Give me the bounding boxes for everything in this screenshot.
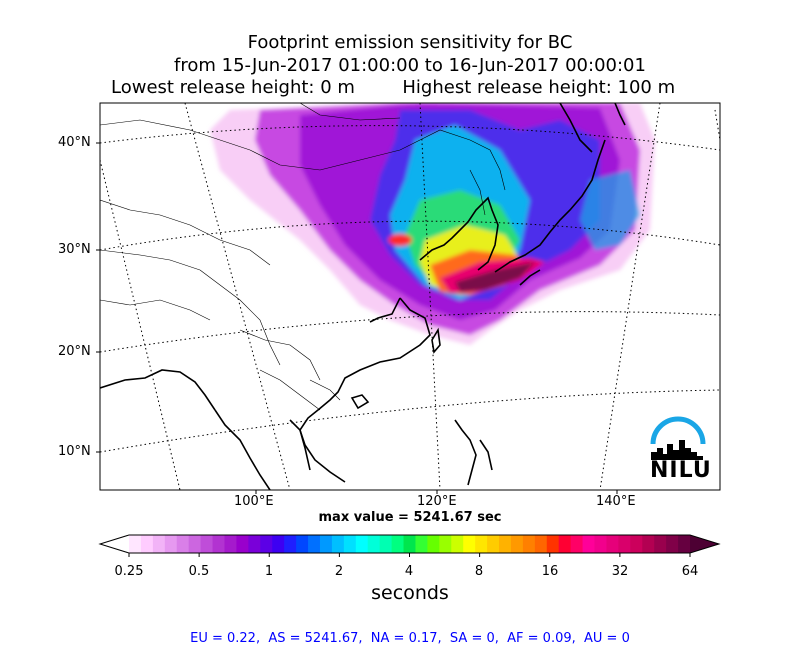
- colorbar-segment: [403, 535, 416, 553]
- colorbar-segment: [152, 535, 166, 553]
- colorbar-segment: [570, 535, 584, 553]
- lat-label-40n: 40°N: [58, 135, 91, 150]
- colorbar-segment: [522, 535, 536, 553]
- colorbar-segment: [427, 535, 440, 553]
- colorbar-unit: seconds: [371, 582, 449, 604]
- colorbar-segment: [439, 535, 452, 553]
- colorbar-segment: [451, 535, 464, 553]
- colorbar-segment: [140, 535, 154, 553]
- lat-label-10n: 10°N: [58, 444, 91, 459]
- colorbar-segment: [534, 535, 548, 553]
- title-line-1: Footprint emission sensitivity for BC: [247, 32, 573, 53]
- colorbar-segment: [236, 535, 249, 553]
- colorbar-segment: [308, 535, 321, 553]
- colorbar-segment: [666, 535, 679, 553]
- highest-release-height: Highest release height: 100 m: [402, 77, 676, 98]
- title-line-3: Lowest release height: 0 m Highest relea…: [111, 77, 675, 99]
- colorbar-segment: [510, 535, 524, 553]
- colorbar-segment: [642, 535, 655, 553]
- colorbar-segment: [248, 535, 261, 553]
- colorbar-segment: [296, 535, 309, 553]
- colorbar-segment: [487, 535, 500, 553]
- colorbar-segment: [129, 535, 142, 553]
- colorbar-segment: [284, 535, 297, 553]
- colorbar-segment: [272, 535, 285, 553]
- region-summary: EU = 0.22, AS = 5241.67, NA = 0.17, SA =…: [190, 631, 630, 646]
- coastlines: [100, 103, 626, 490]
- colorbar-tick: 0.25: [114, 564, 144, 579]
- colorbar-segment: [319, 535, 333, 553]
- colorbar-segment: [212, 535, 225, 553]
- lat-label-20n: 20°N: [58, 344, 91, 359]
- colorbar-tick: 32: [611, 564, 629, 579]
- nilu-logo: [650, 416, 706, 460]
- colorbar-tick: 2: [334, 564, 344, 579]
- colorbar-segment: [606, 535, 619, 553]
- lowest-release-height: Lowest release height: 0 m: [111, 77, 355, 98]
- nilu-logo-text: NILU: [650, 458, 712, 483]
- colorbar-tick: 16: [541, 564, 559, 579]
- colorbar-segment: [367, 535, 381, 553]
- colorbar-segment: [678, 535, 691, 553]
- colorbar-segment: [546, 535, 560, 553]
- colorbar-segment: [200, 535, 214, 553]
- lon-label-140e: 140°E: [596, 494, 636, 509]
- colorbar-segment: [654, 535, 667, 553]
- lon-label-120e: 120°E: [417, 494, 457, 509]
- title-line-2: from 15-Jun-2017 01:00:00 to 16-Jun-2017…: [174, 55, 646, 76]
- colorbar-tick: 8: [474, 564, 484, 579]
- colorbar-segment: [415, 535, 428, 553]
- colorbar-segment: [499, 535, 512, 553]
- colorbar-segment: [618, 535, 631, 553]
- lat-label-30n: 30°N: [58, 242, 91, 257]
- colorbar-segment: [582, 535, 596, 553]
- colorbar-tick: 4: [404, 564, 414, 579]
- colorbar-segment: [224, 535, 237, 553]
- colorbar-tick: 0.5: [188, 564, 210, 579]
- lon-label-100e: 100°E: [234, 494, 274, 509]
- colorbar-segment: [176, 535, 190, 553]
- colorbar-tick: 64: [681, 564, 699, 579]
- max-value: max value = 5241.67 sec: [318, 510, 502, 525]
- colorbar-segment: [164, 535, 178, 553]
- colorbar-segment: [558, 535, 572, 553]
- colorbar-segment: [630, 535, 643, 553]
- colorbar-min-extend: [100, 535, 129, 553]
- colorbar-segment: [594, 535, 607, 553]
- colorbar-segment: [463, 535, 476, 553]
- colorbar-segment: [379, 535, 393, 553]
- colorbar-segment: [260, 535, 273, 553]
- colorbar-segment: [331, 535, 345, 553]
- colorbar-segment: [188, 535, 202, 553]
- colorbar-tick: 1: [264, 564, 274, 579]
- graticule: [100, 103, 720, 490]
- colorbar-segment: [391, 535, 405, 553]
- colorbar-segment: [343, 535, 357, 553]
- colorbar-segment: [355, 535, 369, 553]
- colorbar-segment: [475, 535, 488, 553]
- borders: [100, 103, 506, 411]
- colorbar-max-extend: [690, 535, 719, 553]
